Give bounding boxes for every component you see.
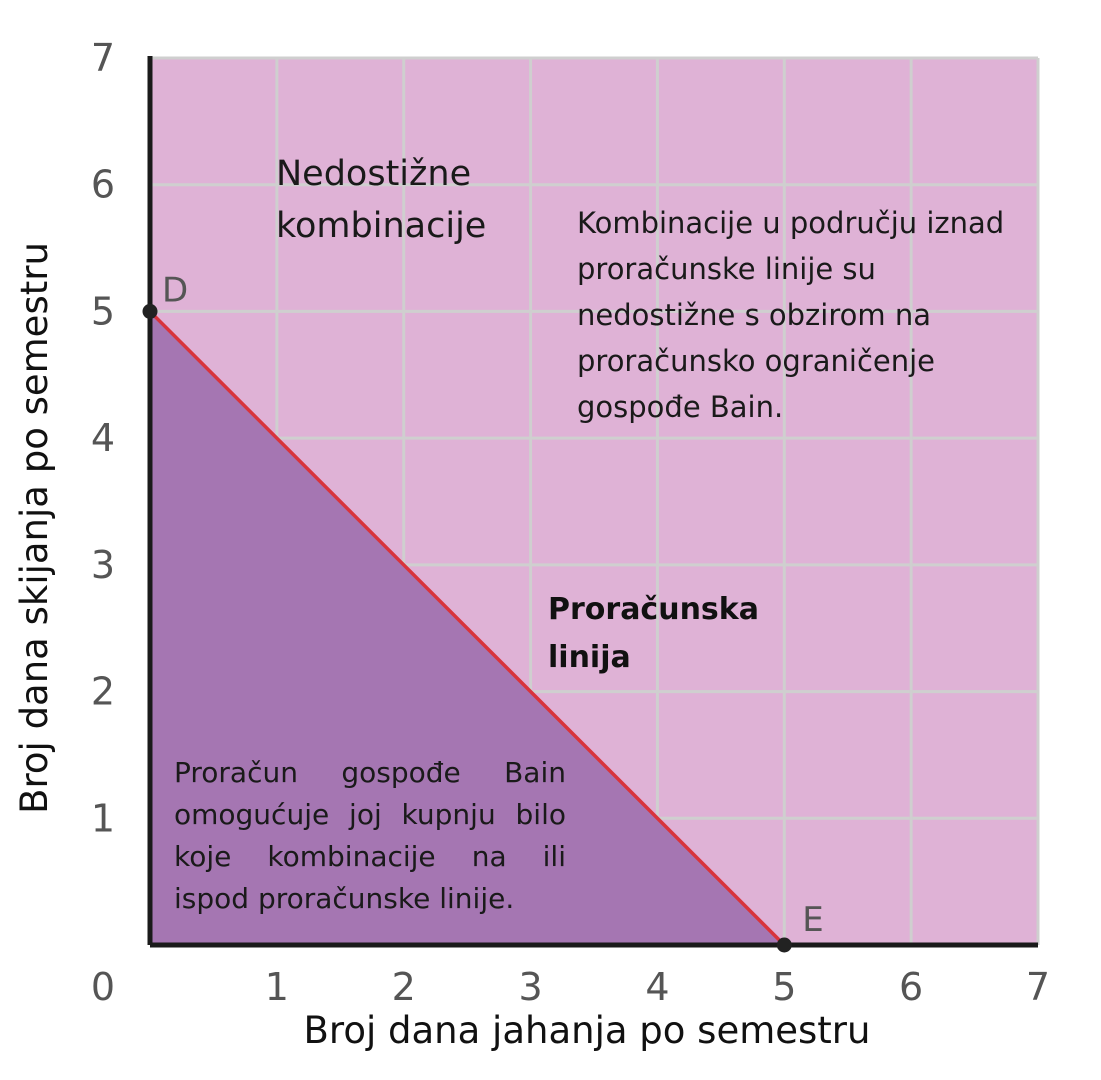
series-layer — [148, 310, 786, 947]
x-tick-label: 3 — [518, 965, 542, 1009]
point-markers: DE — [142, 270, 824, 953]
x-tick-label: 4 — [645, 965, 669, 1009]
tick-labels: 0 1 2 3 4 5 6 7 1 2 3 4 5 6 7 — [91, 36, 1050, 1009]
x-axis-title: Broj dana jahanja po semestru — [304, 1009, 871, 1052]
y-tick-label: 6 — [91, 163, 115, 207]
y-tick-label: 4 — [91, 416, 115, 460]
x-tick-label: 5 — [772, 965, 796, 1009]
y-tick-label: 7 — [91, 36, 115, 80]
budget-line-label: Proračunska linija — [548, 592, 759, 675]
point-e — [776, 937, 792, 953]
point-label-e: E — [802, 900, 823, 940]
x-tick-label: 6 — [899, 965, 923, 1009]
below-line-note: Proračun gospođe Bain omogućuje joj kupn… — [174, 756, 566, 915]
x-tick-label: 1 — [265, 965, 289, 1009]
unreachable-combinations-label: Nedostižne kombinacije — [276, 154, 487, 246]
y-tick-label: 5 — [91, 289, 115, 333]
x-tick-label: 2 — [392, 965, 416, 1009]
axes — [147, 56, 1038, 948]
y-axis-title: Broj dana skijanja po semestru — [13, 242, 56, 814]
x-tick-label: 0 — [91, 965, 115, 1009]
budget-line — [148, 310, 786, 947]
point-d — [142, 303, 158, 319]
y-tick-label: 3 — [91, 543, 115, 587]
y-tick-label: 1 — [91, 796, 115, 840]
x-tick-label: 7 — [1026, 965, 1050, 1009]
y-tick-label: 2 — [91, 670, 115, 714]
grid-lines — [150, 56, 1040, 945]
above-line-note: Kombinacije u području iznad proračunske… — [577, 206, 1005, 424]
point-label-d: D — [162, 270, 188, 310]
